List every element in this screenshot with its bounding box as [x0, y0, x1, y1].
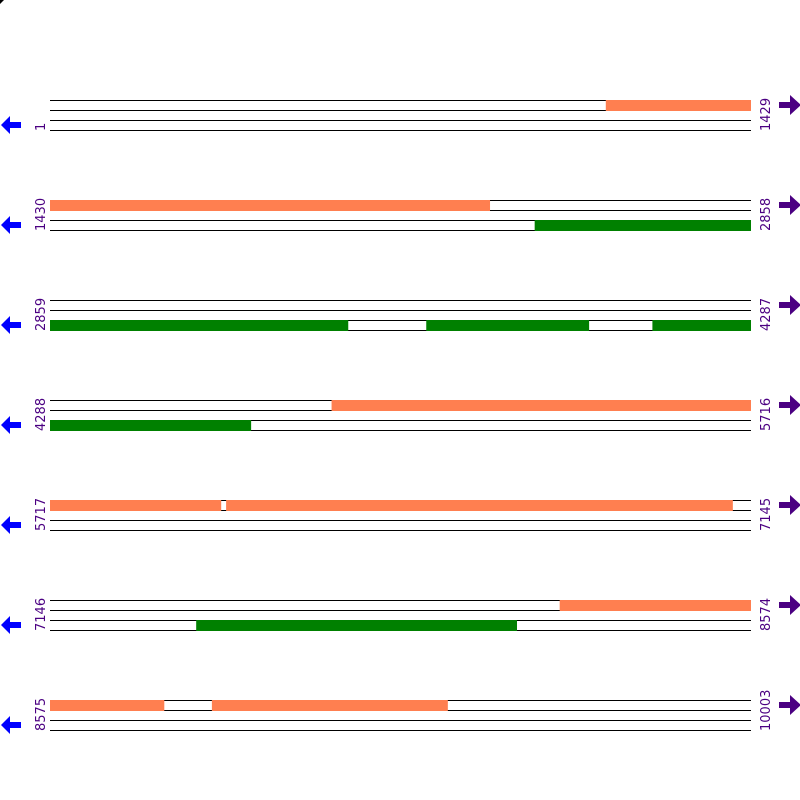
- reverse-feature[interactable]: [426, 320, 590, 331]
- corner-mark: [0, 0, 4, 4]
- right-arrow-icon[interactable]: [779, 295, 800, 315]
- forward-feature[interactable]: [50, 200, 491, 211]
- sequence-row: 4288 5716: [1, 395, 800, 434]
- right-arrow-icon[interactable]: [779, 95, 800, 115]
- forward-feature[interactable]: [605, 100, 751, 111]
- forward-feature[interactable]: [559, 600, 751, 611]
- forward-feature[interactable]: [226, 500, 733, 511]
- reverse-feature[interactable]: [50, 320, 349, 331]
- left-arrow-icon[interactable]: [1, 716, 21, 734]
- start-coordinate-label: 8575: [34, 698, 49, 731]
- start-coordinate-label: 5717: [34, 498, 49, 531]
- forward-feature[interactable]: [50, 700, 165, 711]
- end-coordinate-label: 8574: [759, 598, 774, 631]
- sequence-row: 5717 7145: [1, 495, 800, 534]
- end-coordinate-label: 5716: [759, 398, 774, 431]
- reverse-feature[interactable]: [196, 620, 518, 631]
- right-arrow-icon[interactable]: [779, 695, 800, 715]
- left-arrow-icon[interactable]: [1, 516, 21, 534]
- forward-feature[interactable]: [50, 500, 222, 511]
- reverse-feature[interactable]: [50, 420, 252, 431]
- forward-feature[interactable]: [211, 700, 448, 711]
- sequence-row: 8575 10003: [1, 690, 800, 734]
- left-arrow-icon[interactable]: [1, 616, 21, 634]
- end-coordinate-label: 7145: [759, 498, 774, 531]
- sequence-row: 2859 4287: [1, 295, 800, 334]
- end-coordinate-label: 10003: [759, 690, 774, 731]
- left-arrow-icon[interactable]: [1, 316, 21, 334]
- end-coordinate-label: 1429: [759, 98, 774, 131]
- start-coordinate-label: 1430: [34, 198, 49, 231]
- left-arrow-icon[interactable]: [1, 216, 21, 234]
- right-arrow-icon[interactable]: [779, 595, 800, 615]
- start-coordinate-label: 7146: [34, 598, 49, 631]
- sequence-row: 7146 8574: [1, 595, 800, 634]
- end-coordinate-label: 4287: [759, 298, 774, 331]
- start-coordinate-label: 2859: [34, 298, 49, 331]
- right-arrow-icon[interactable]: [779, 495, 800, 515]
- start-coordinate-label: 1: [34, 123, 49, 131]
- right-arrow-icon[interactable]: [779, 195, 800, 215]
- start-coordinate-label: 4288: [34, 398, 49, 431]
- reverse-feature[interactable]: [652, 320, 751, 331]
- left-arrow-icon[interactable]: [1, 116, 21, 134]
- end-coordinate-label: 2858: [759, 198, 774, 231]
- left-arrow-icon[interactable]: [1, 416, 21, 434]
- right-arrow-icon[interactable]: [779, 395, 800, 415]
- sequence-row: 1430 2858: [1, 195, 800, 234]
- reverse-feature[interactable]: [534, 220, 751, 231]
- sequence-row: 1 1429: [1, 95, 800, 134]
- forward-feature[interactable]: [331, 400, 751, 411]
